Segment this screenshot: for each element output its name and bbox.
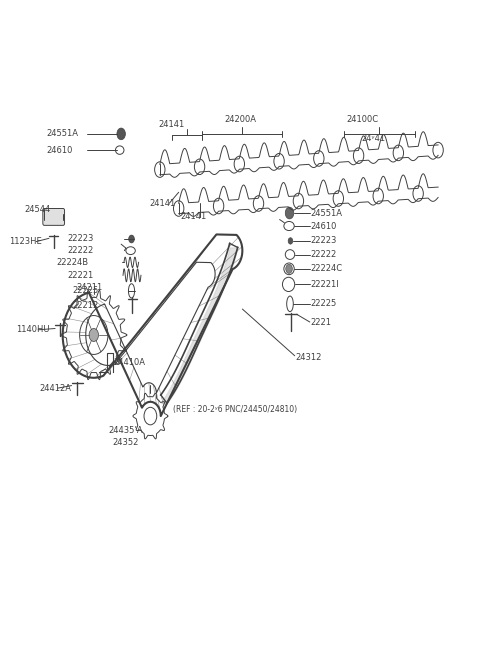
Text: 22224B: 22224B — [56, 258, 88, 267]
Text: 22224C: 22224C — [311, 264, 343, 273]
Text: 24610: 24610 — [47, 146, 73, 154]
Circle shape — [129, 235, 134, 243]
Text: 2221: 2221 — [311, 317, 332, 327]
Circle shape — [117, 128, 125, 140]
Text: 24410A: 24410A — [114, 357, 145, 367]
Text: 24610: 24610 — [311, 221, 337, 231]
Text: 24200A: 24200A — [224, 115, 256, 124]
Text: 24141: 24141 — [180, 212, 206, 221]
Text: 24100C: 24100C — [347, 115, 379, 124]
Text: 24ʸ41: 24ʸ41 — [362, 134, 386, 143]
Circle shape — [286, 264, 292, 273]
Text: 1140HU: 1140HU — [16, 325, 49, 334]
Text: 22221: 22221 — [68, 271, 94, 280]
FancyBboxPatch shape — [43, 208, 64, 225]
Text: 22222: 22222 — [68, 246, 94, 255]
Text: 24435’A: 24435’A — [108, 426, 143, 436]
Text: 24141: 24141 — [158, 120, 185, 129]
Text: 24211: 24211 — [76, 283, 102, 292]
Text: 24544: 24544 — [24, 204, 50, 214]
Text: 1123HE: 1123HE — [9, 237, 42, 246]
Text: 24352: 24352 — [113, 438, 139, 447]
Circle shape — [288, 238, 293, 244]
Text: 22221I: 22221I — [311, 280, 339, 289]
Circle shape — [89, 328, 98, 342]
Text: 22223: 22223 — [311, 237, 337, 246]
Circle shape — [285, 207, 294, 219]
Text: 22222: 22222 — [311, 250, 337, 259]
Text: 22223: 22223 — [68, 235, 94, 244]
Text: 24141: 24141 — [149, 199, 176, 208]
Text: 24551A: 24551A — [311, 208, 343, 217]
Text: (REF : 20-2ʸ6 PNC/24450/24810): (REF : 20-2ʸ6 PNC/24450/24810) — [173, 405, 297, 414]
Text: 22212: 22212 — [72, 301, 99, 309]
Text: 24412A: 24412A — [39, 384, 72, 393]
Text: 22225: 22225 — [72, 286, 99, 296]
Text: 22225: 22225 — [311, 300, 337, 308]
Text: 24312: 24312 — [296, 353, 322, 362]
Text: 24551A: 24551A — [47, 129, 79, 139]
